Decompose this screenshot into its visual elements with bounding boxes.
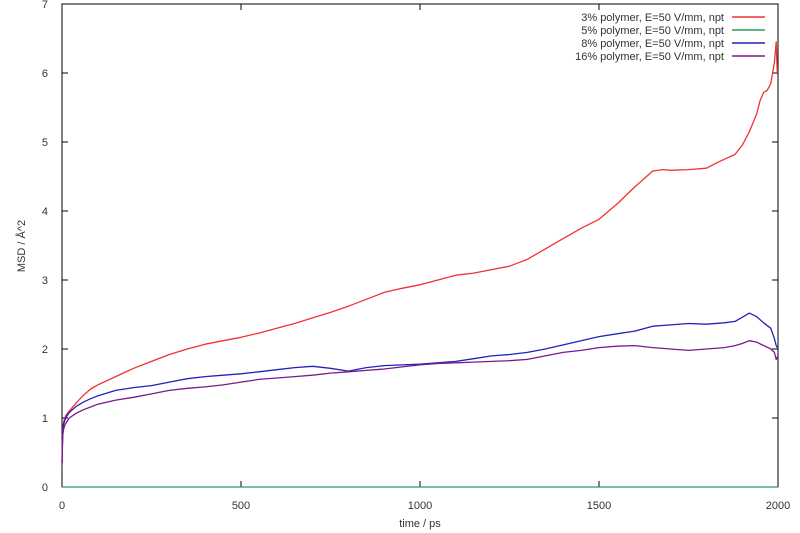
y-tick-label: 7 <box>42 0 48 11</box>
plot-frame <box>61 3 779 488</box>
x-tick-label: 0 <box>59 500 65 512</box>
series-line-3 <box>61 340 779 467</box>
series-lines <box>61 41 779 488</box>
y-tick-label: 1 <box>42 413 48 425</box>
legend-label-3: 16% polymer, E=50 V/mm, npt <box>575 51 724 63</box>
legend-label-2: 8% polymer, E=50 V/mm, npt <box>581 38 724 50</box>
x-tick-label: 1500 <box>587 500 611 512</box>
y-axis-title: MSD / Å^2 <box>15 220 28 272</box>
x-tick-label: 2000 <box>766 500 790 512</box>
x-tick-label: 500 <box>232 500 250 512</box>
y-tick-label: 5 <box>42 137 48 149</box>
legend-label-0: 3% polymer, E=50 V/mm, npt <box>581 12 724 24</box>
y-tick-label: 2 <box>42 344 48 356</box>
y-tick-label: 3 <box>42 275 48 287</box>
y-tick-label: 0 <box>42 482 48 494</box>
legend-label-1: 5% polymer, E=50 V/mm, npt <box>581 25 724 37</box>
series-line-0 <box>61 41 778 463</box>
y-tick-label: 6 <box>42 68 48 80</box>
x-axis-title: time / ps <box>399 518 441 530</box>
y-tick-label: 4 <box>42 206 48 218</box>
axis-ticks: 0 500 1000 1500 2000 0 1 2 3 4 5 6 7 <box>42 0 790 512</box>
series-line-2 <box>61 312 779 463</box>
x-tick-label: 1000 <box>408 500 432 512</box>
